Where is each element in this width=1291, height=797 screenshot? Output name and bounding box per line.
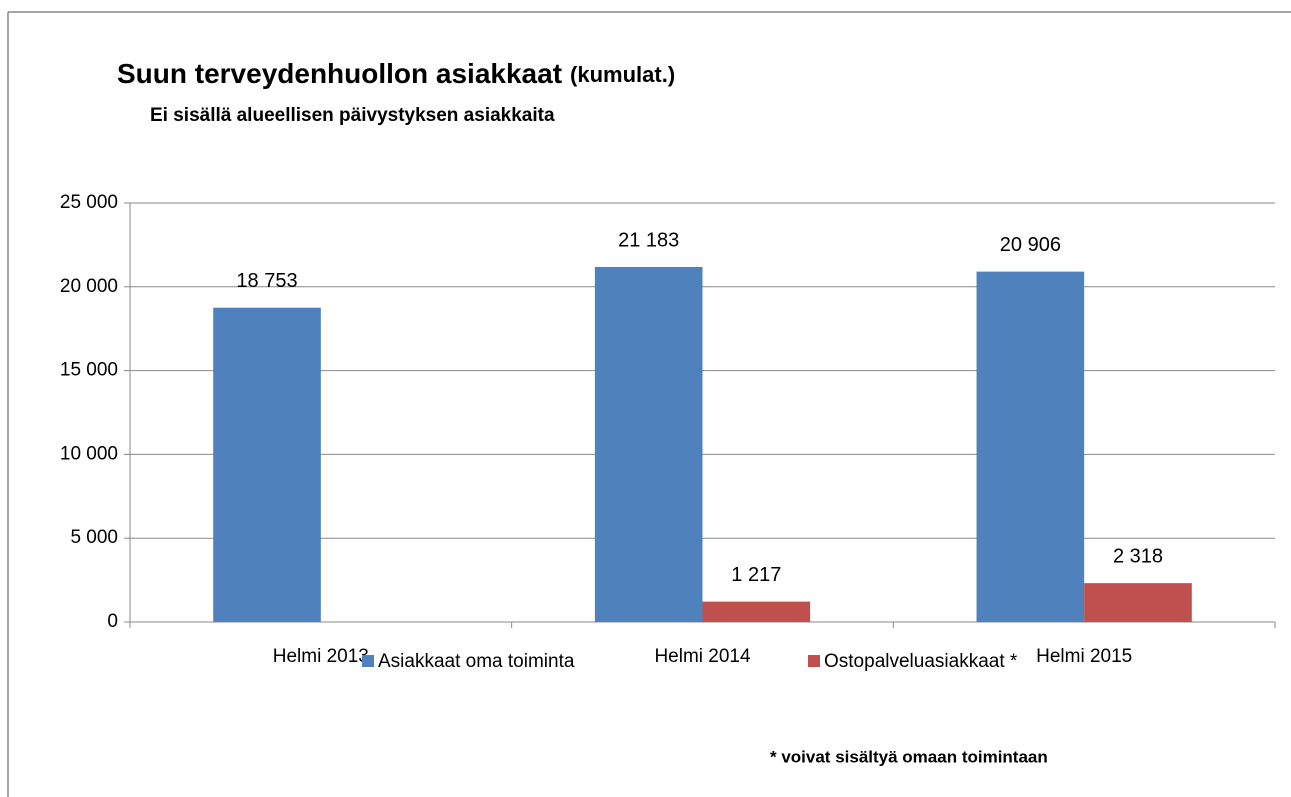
legend-swatch — [808, 655, 820, 667]
y-tick-label: 25 000 — [60, 192, 118, 213]
chart-title: Suun terveydenhuollon asiakkaat — [117, 58, 562, 89]
bar — [594, 266, 703, 622]
data-label: 20 906 — [1000, 234, 1061, 256]
bar — [213, 307, 321, 622]
y-tick-label: 20 000 — [60, 276, 118, 297]
title-note: (kumulat.) — [570, 62, 675, 87]
y-tick-label: 0 — [107, 611, 118, 632]
data-label: 18 753 — [236, 270, 297, 292]
chart-title-group: Suun terveydenhuollon asiakkaat (kumulat.… — [117, 58, 675, 89]
bar — [976, 271, 1085, 622]
legend-label: Asiakkaat oma toiminta — [378, 651, 575, 672]
y-tick-label: 15 000 — [60, 360, 118, 381]
x-tick-label: Helmi 2015 — [1036, 646, 1132, 667]
subtitle: Ei sisällä alueellisen päivystyksen asia… — [150, 105, 555, 126]
legend-label: Ostopalveluasiakkaat * — [824, 651, 1018, 672]
y-tick-label: 10 000 — [60, 443, 118, 464]
annotation: * voivat sisältyä omaan toimintaan — [770, 747, 1048, 766]
x-tick-label: Helmi 2014 — [654, 646, 751, 667]
data-label: 1 217 — [731, 564, 781, 586]
bar — [702, 601, 811, 622]
bar — [1084, 583, 1192, 622]
data-label: 2 318 — [1113, 545, 1163, 567]
data-label: 21 183 — [618, 229, 679, 251]
y-tick-label: 5 000 — [70, 527, 118, 548]
x-tick-label: Helmi 2013 — [273, 646, 369, 667]
legend-swatch — [362, 655, 374, 667]
